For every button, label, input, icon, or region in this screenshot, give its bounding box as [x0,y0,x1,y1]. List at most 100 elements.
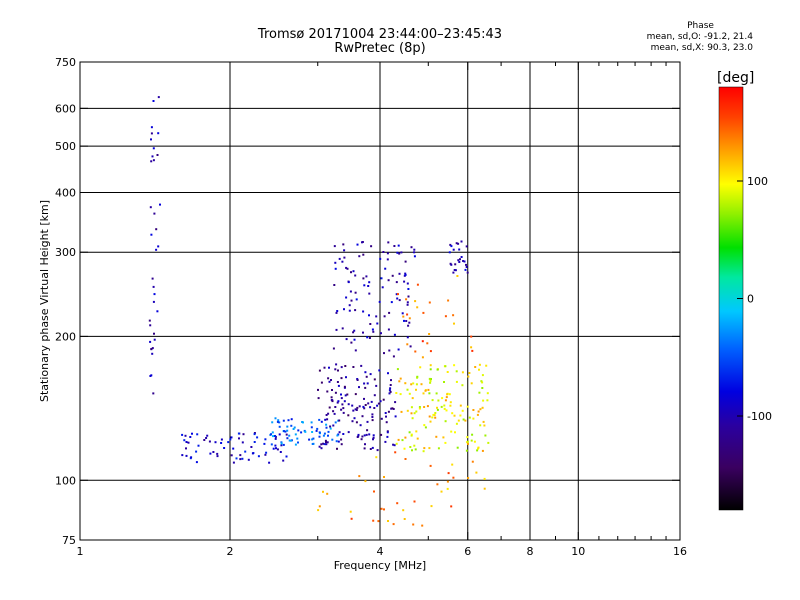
data-point [150,374,153,377]
data-point [282,459,285,462]
data-point [395,442,398,445]
data-point [285,455,288,458]
data-point [380,507,383,510]
data-point [292,428,295,430]
data-point [369,448,372,450]
data-point [416,283,419,286]
data-point [322,434,325,437]
y-tick-label: 200 [55,330,76,343]
data-point [466,405,469,408]
data-point [475,471,478,474]
data-point [375,384,378,387]
data-point [335,363,338,366]
data-point [487,441,490,444]
data-point [152,300,155,303]
data-point [446,480,449,483]
data-point [286,429,289,432]
data-point [464,268,467,271]
data-point [448,393,451,396]
data-point [149,206,152,209]
data-point [428,301,431,304]
data-point [203,439,206,441]
data-point [431,416,434,419]
data-point [371,328,374,331]
data-point [383,508,385,511]
data-point [346,393,349,396]
data-point [429,364,432,367]
data-point [185,447,187,450]
data-point [416,306,419,309]
data-point [369,373,372,376]
data-point [325,414,328,416]
data-point [383,315,386,318]
data-point [300,431,303,434]
data-point [220,438,223,441]
data-point [325,443,328,446]
data-point [327,430,330,433]
data-point [382,398,385,401]
data-point [373,394,376,397]
data-point [400,251,403,254]
data-point [363,407,366,410]
data-point [390,379,392,382]
data-point [316,427,319,430]
data-point [454,431,456,434]
data-point [399,393,402,396]
data-point [352,409,355,412]
data-point [365,275,368,278]
data-point [452,476,455,479]
data-point [342,407,345,410]
data-point [318,431,321,434]
data-point [343,308,345,311]
data-point [398,380,401,383]
data-point [472,417,475,420]
y-tick-label: 300 [55,246,76,259]
data-point [470,382,473,385]
data-point [382,251,385,253]
data-point [347,414,350,417]
data-point [355,298,358,301]
data-point [265,451,268,454]
data-point [362,405,365,408]
data-point [156,310,159,313]
data-point [318,418,321,421]
x-tick-label: 4 [377,545,384,558]
data-point [445,396,448,399]
data-point [385,421,388,424]
data-point [430,505,433,508]
data-point [325,423,328,426]
data-point [443,407,446,410]
data-point [345,296,348,299]
data-point [338,431,341,434]
data-point [297,441,299,444]
data-point [324,439,327,442]
data-point [413,248,416,251]
data-point [237,432,240,435]
data-point [354,291,357,294]
data-point [411,417,414,420]
data-point [274,437,277,440]
data-point [481,387,484,389]
data-point [404,458,407,460]
data-point [411,449,413,452]
data-point [384,267,387,270]
data-point [428,415,431,418]
data-point [459,414,462,417]
data-point [364,386,367,389]
data-point [483,487,486,490]
data-point [275,447,277,450]
data-point [453,322,455,325]
data-point [320,420,323,423]
data-point [332,424,335,427]
data-point [328,406,331,409]
data-point [333,245,336,248]
data-point [460,240,463,243]
colorbar-unit-label: [deg] [717,70,755,86]
data-point [450,430,453,433]
data-point [340,438,343,441]
data-point [348,309,351,312]
data-point [423,447,426,450]
data-point [372,330,375,333]
data-point [404,382,407,385]
phase-stats-heading: Phase [687,21,714,31]
